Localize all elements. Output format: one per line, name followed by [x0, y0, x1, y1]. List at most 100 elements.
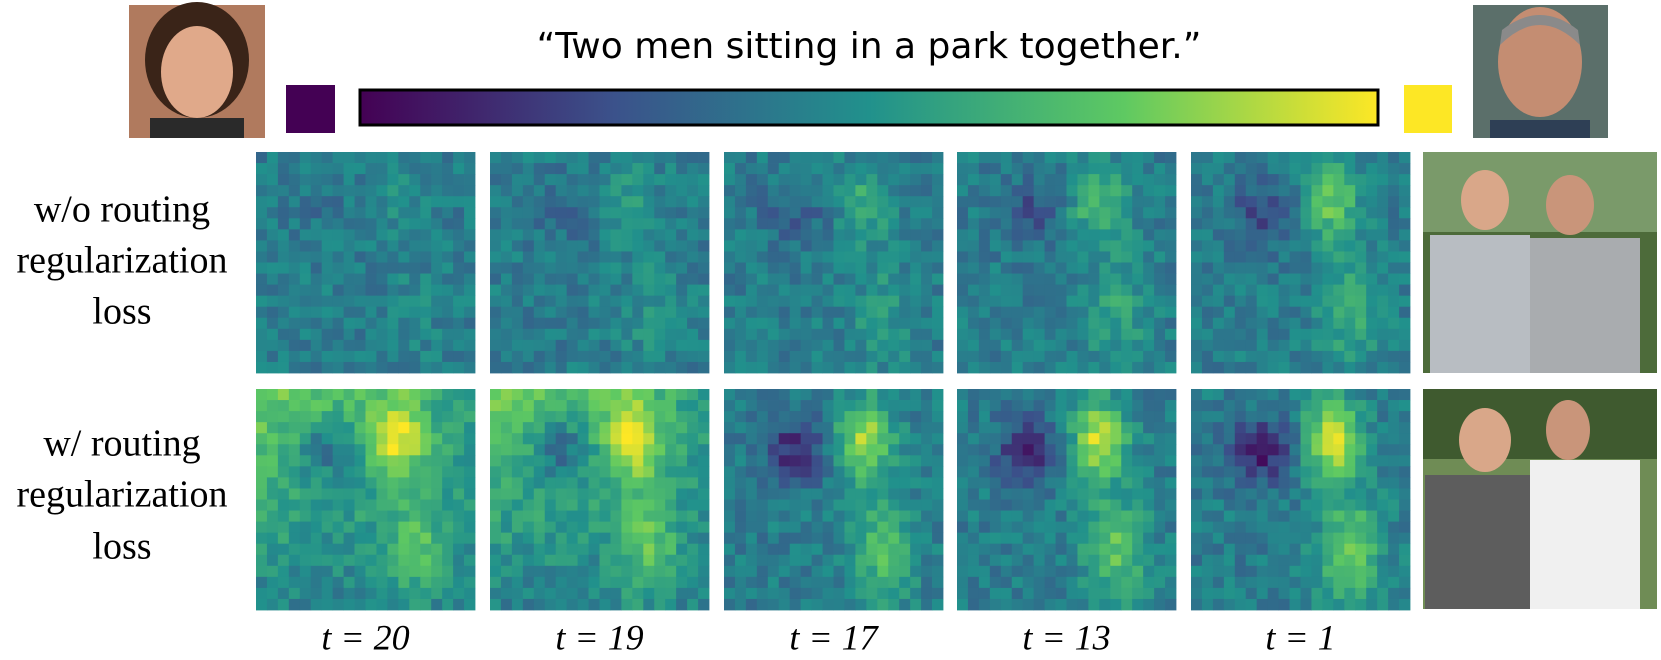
heatmap-cell: [588, 240, 600, 252]
heatmap-cell: [566, 411, 578, 423]
heatmap-cell: [745, 433, 758, 445]
heatmap-cell: [1088, 207, 1100, 219]
heatmap-cell: [833, 284, 845, 297]
heatmap-cell: [921, 218, 933, 230]
heatmap-cell: [1333, 306, 1345, 319]
heatmap-cell: [1055, 251, 1067, 263]
heatmap-cell: [957, 317, 969, 330]
heatmap-cell: [555, 339, 568, 352]
heatmap-cell: [888, 510, 900, 522]
heatmap-cell: [745, 218, 758, 230]
heatmap-cell: [365, 411, 377, 423]
heatmap-cell: [1011, 174, 1024, 186]
heatmap-cell: [756, 306, 769, 319]
heatmap-cell: [1110, 598, 1122, 611]
heatmap-cell: [511, 295, 524, 308]
heatmap-cell: [1088, 598, 1100, 611]
heatmap-cell: [1344, 400, 1356, 412]
heatmap-cell: [321, 543, 334, 556]
heatmap-cell: [376, 218, 388, 230]
heatmap-cell: [1022, 477, 1035, 489]
generated-image-1: [1423, 152, 1657, 373]
heatmap-cell: [643, 532, 655, 545]
heatmap-cell: [1055, 554, 1067, 567]
heatmap-cell: [1044, 433, 1056, 445]
heatmap-cell: [588, 587, 600, 600]
heatmap-cell: [387, 361, 399, 374]
heatmap-cell: [420, 196, 432, 208]
heatmap-cell: [1399, 521, 1411, 534]
heatmap-cell: [957, 350, 969, 363]
heatmap-cell: [1366, 477, 1378, 489]
heatmap-cell: [522, 422, 535, 434]
heatmap-cell: [610, 163, 622, 175]
heatmap-cell: [877, 295, 889, 308]
heatmap-cell: [1289, 554, 1301, 567]
heatmap-cell: [621, 251, 633, 263]
heatmap-cell: [734, 262, 747, 274]
heatmap-cell: [610, 339, 622, 352]
heatmap-cell: [745, 361, 758, 374]
heatmap-cell: [1344, 196, 1356, 208]
heatmap-cell: [1077, 196, 1089, 208]
heatmap-cell: [343, 565, 355, 578]
heatmap-cell: [299, 565, 312, 578]
heatmap-cell: [1132, 444, 1144, 456]
heatmap-cell: [277, 295, 290, 308]
heatmap-cell: [756, 488, 769, 500]
heatmap-cell: [1055, 477, 1067, 489]
heatmap-cell: [866, 521, 878, 534]
heatmap-cell: [724, 152, 736, 164]
heatmap-cell: [734, 521, 747, 534]
heatmap-cell: [533, 317, 546, 330]
heatmap-cell: [299, 350, 312, 363]
heatmap-cell: [967, 295, 980, 308]
heatmap-cell: [643, 218, 655, 230]
heatmap-cell: [453, 163, 465, 175]
heatmap-cell: [1154, 576, 1166, 589]
heatmap-cell: [745, 466, 758, 478]
heatmap-cell: [844, 488, 856, 500]
heatmap-cell: [621, 422, 633, 434]
heatmap-cell: [409, 196, 421, 208]
heatmap-cell: [409, 152, 421, 164]
heatmap-cell: [957, 466, 969, 478]
heatmap-cell: [866, 174, 878, 186]
heatmap-cell: [409, 295, 421, 308]
heatmap-cell: [1344, 240, 1356, 252]
heatmap-cell: [398, 339, 410, 352]
heatmap-cell: [277, 576, 290, 589]
heatmap-cell: [866, 510, 878, 522]
heatmap-cell: [1201, 565, 1214, 578]
heatmap-cell: [698, 576, 710, 589]
heatmap-cell: [1121, 185, 1133, 197]
heatmap-cell: [621, 389, 633, 401]
heatmap-cell: [1278, 240, 1290, 252]
heatmap-cell: [1033, 389, 1045, 401]
heatmap-cell: [1011, 163, 1024, 175]
heatmap-cell: [1066, 488, 1078, 500]
heatmap-cell: [376, 185, 388, 197]
heatmap-cell: [511, 262, 524, 274]
heatmap-cell: [724, 350, 736, 363]
heatmap-cell: [1099, 174, 1111, 186]
heatmap-cell: [299, 499, 312, 511]
heatmap-cell: [1366, 328, 1378, 341]
heatmap-cell: [1223, 196, 1236, 208]
heatmap-cell: [1278, 196, 1290, 208]
heatmap-cell: [1223, 262, 1236, 274]
heatmap-cell: [343, 361, 355, 374]
heatmap-cell: [967, 433, 980, 445]
heatmap-cell: [1201, 317, 1214, 330]
heatmap-cell: [1333, 532, 1345, 545]
heatmap-cell: [490, 576, 502, 589]
heatmap-cell: [343, 400, 355, 412]
heatmap-cell: [1055, 499, 1067, 511]
heatmap-cell: [789, 218, 802, 230]
heatmap-cell: [544, 400, 557, 412]
heatmap-cell: [1165, 152, 1177, 164]
heatmap-cell: [643, 295, 655, 308]
heatmap-cell: [800, 196, 812, 208]
heatmap-cell: [398, 521, 410, 534]
